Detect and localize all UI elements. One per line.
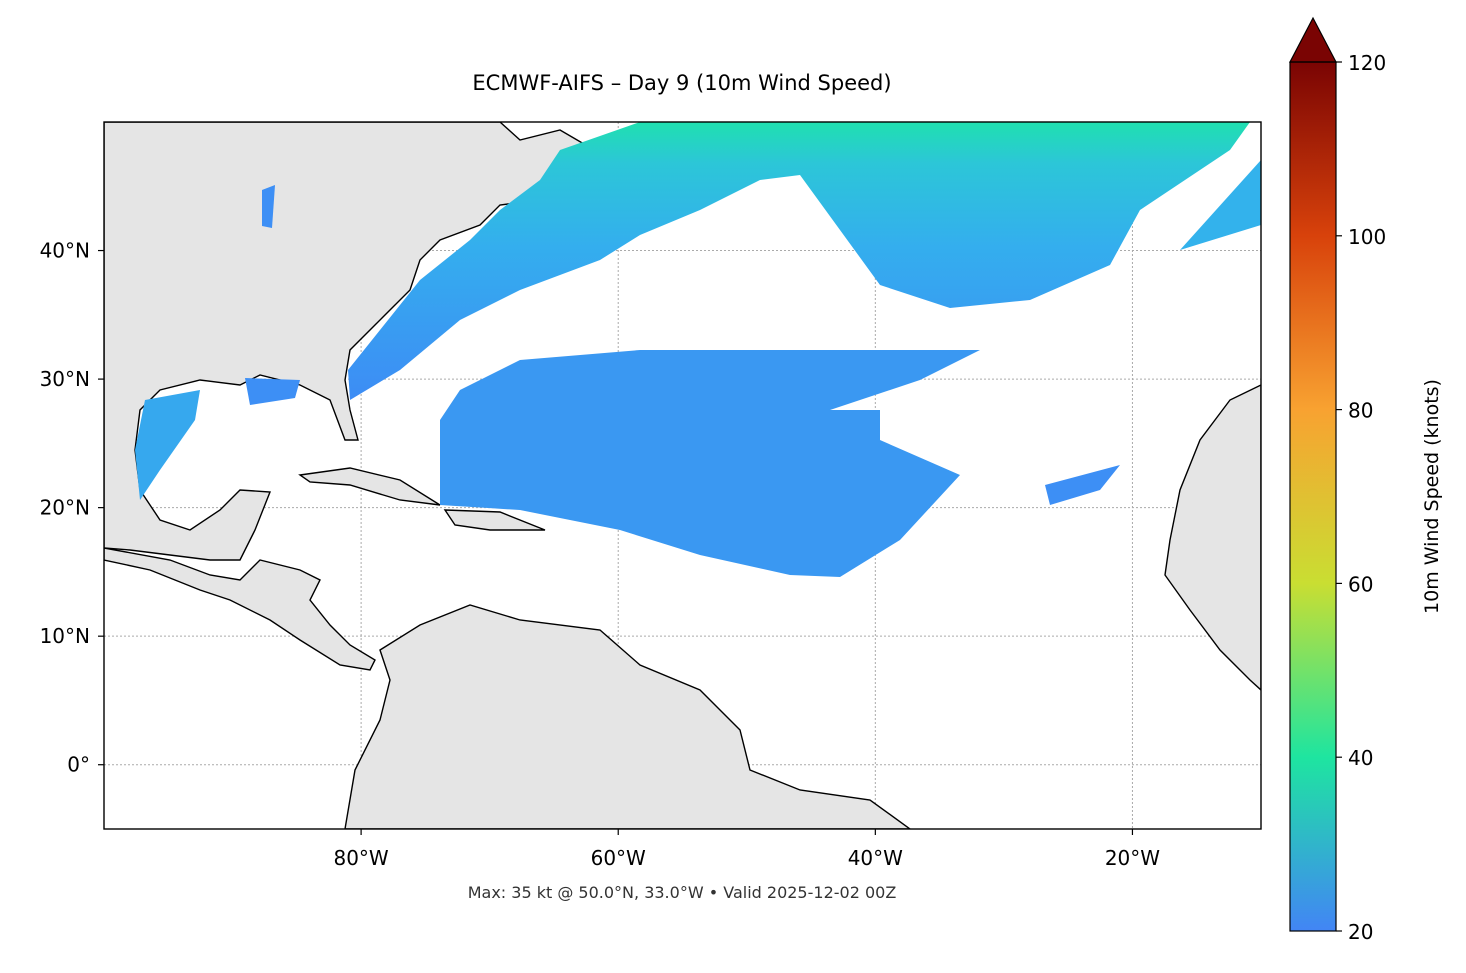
colorbar-frame xyxy=(1289,61,1337,932)
map-area xyxy=(104,122,1261,829)
chart-title: ECMWF-AIFS – Day 9 (10m Wind Speed) xyxy=(472,71,891,95)
wind-field xyxy=(135,390,200,500)
wind-field xyxy=(1180,160,1261,250)
colorbar-tick-label: 20 xyxy=(1348,920,1373,944)
central-america xyxy=(104,547,376,671)
footer-note: Max: 35 kt @ 50.0°N, 33.0°W • Valid 2025… xyxy=(468,883,897,902)
wind-field xyxy=(1045,465,1120,505)
colorbar: 20 40 60 80 100 120 10m Wind Speed (knots) xyxy=(1289,16,1443,944)
wind-field xyxy=(440,350,980,577)
colorbar-extend xyxy=(1289,16,1337,63)
y-tick-label: 10°N xyxy=(40,624,90,648)
cuba xyxy=(298,467,441,506)
x-tick-label: 60°W xyxy=(591,846,646,870)
colorbar-fill xyxy=(1290,62,1336,931)
colorbar-label: 10m Wind Speed (knots) xyxy=(1421,379,1443,614)
wind-field xyxy=(245,378,300,405)
wind-field xyxy=(262,185,275,228)
x-tick-label: 80°W xyxy=(333,846,388,870)
x-tick-label: 20°W xyxy=(1105,846,1160,870)
y-tick-label: 0° xyxy=(67,753,90,777)
x-tick-label: 40°W xyxy=(848,846,903,870)
y-tick-label: 40°N xyxy=(40,239,90,263)
colorbar-tick-label: 40 xyxy=(1348,746,1373,770)
africa xyxy=(1164,384,1261,691)
colorbar-tick-label: 60 xyxy=(1348,572,1373,596)
wind-field xyxy=(348,122,1250,400)
south-america xyxy=(344,604,912,829)
colorbar-tick-label: 120 xyxy=(1348,51,1386,75)
colorbar-tick-label: 100 xyxy=(1348,225,1386,249)
hispaniola xyxy=(443,509,546,531)
map-frame xyxy=(103,121,1262,830)
colorbar-tick-label: 80 xyxy=(1348,399,1373,423)
y-tick-label: 30°N xyxy=(40,367,90,391)
y-tick-label: 20°N xyxy=(40,496,90,520)
